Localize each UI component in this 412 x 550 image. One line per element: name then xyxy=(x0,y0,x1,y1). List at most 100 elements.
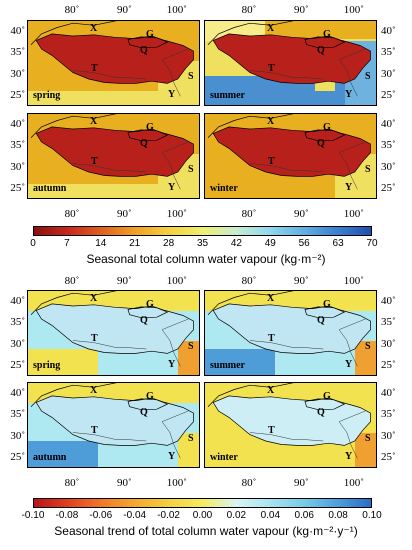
region-label-g: G xyxy=(323,391,331,402)
north-field xyxy=(28,21,199,39)
lat-tick-label: 25˚ xyxy=(10,182,25,195)
southwest-field xyxy=(205,349,275,375)
lon-tick-label: 80˚ xyxy=(64,208,80,220)
plateau-field xyxy=(212,126,371,177)
border-line xyxy=(30,114,117,138)
lat-tick-label: 30˚ xyxy=(381,337,396,350)
bottom-colorbar-tick: 0.02 xyxy=(226,510,247,521)
bottom-colorbar-tick: -0.06 xyxy=(89,510,113,521)
region-label-q: Q xyxy=(140,315,148,326)
lat-tick-label: 30˚ xyxy=(10,337,25,350)
region-label-t: T xyxy=(268,333,275,344)
map-field xyxy=(205,21,376,105)
region-label-t: T xyxy=(268,63,275,74)
lat-tick-label: 25˚ xyxy=(381,89,396,102)
river-line-1 xyxy=(338,59,358,97)
lat-tick-label: 35˚ xyxy=(10,316,25,329)
river-line-2 xyxy=(162,318,189,330)
lat-tick-label: 40˚ xyxy=(10,117,25,130)
lat-tick-label: 25˚ xyxy=(10,89,25,102)
top-colorbar-tick: 14 xyxy=(95,238,107,249)
river-line-0 xyxy=(249,432,324,442)
border-line xyxy=(207,291,294,315)
region-label-q: Q xyxy=(140,407,148,418)
river-line-0 xyxy=(72,340,147,350)
lat-tick-label: 30˚ xyxy=(10,160,25,173)
lat-tick-label: 40˚ xyxy=(381,386,396,399)
lon-tick-label: 80˚ xyxy=(241,208,257,220)
top-colorbar-tick: 70 xyxy=(366,238,378,249)
qaidam-basin-outline xyxy=(127,398,169,411)
north-field xyxy=(28,114,199,132)
top-colorbar-tick: 0 xyxy=(30,238,36,249)
river-line-2 xyxy=(339,318,366,330)
river-line-2 xyxy=(339,141,366,153)
lat-tick-label: 40˚ xyxy=(381,24,396,37)
qaidam-basin-outline xyxy=(304,398,346,411)
season-label: summer xyxy=(210,90,245,101)
lat-tick-label: 35˚ xyxy=(381,408,396,421)
region-label-y: Y xyxy=(168,182,176,193)
lon-tick-label: 100˚ xyxy=(166,4,187,16)
map-field xyxy=(28,383,199,467)
region-label-y: Y xyxy=(168,451,176,462)
bottom-colorbar-tick: 0.06 xyxy=(294,510,314,521)
region-label-g: G xyxy=(146,29,154,40)
bottom-colorbar xyxy=(33,498,372,508)
lon-tick-label: 90˚ xyxy=(294,275,309,287)
lat-tick-label: 25˚ xyxy=(381,182,396,195)
river-line-0 xyxy=(72,432,147,442)
season-label: spring xyxy=(33,90,61,101)
lon-tick-label: 100˚ xyxy=(343,477,364,489)
plateau-field xyxy=(212,395,371,446)
region-label-q: Q xyxy=(317,315,325,326)
qaidam-basin-outline xyxy=(304,306,346,319)
top-colorbar-tick: 21 xyxy=(129,238,141,249)
region-label-q: Q xyxy=(140,45,148,56)
season-label: spring xyxy=(33,360,61,371)
lat-tick-label: 30˚ xyxy=(10,429,25,442)
lon-tick-label: 80˚ xyxy=(64,4,80,16)
region-label-x: X xyxy=(90,23,98,34)
top-colorbar-tick: 35 xyxy=(196,238,209,249)
map-field xyxy=(205,383,376,467)
region-label-g: G xyxy=(323,122,331,133)
lat-tick-label: 40˚ xyxy=(10,24,25,37)
top-colorbar-tick: 56 xyxy=(298,238,310,249)
bottom-colorbar-title: Seasonal trend of total column water vap… xyxy=(54,524,358,538)
lon-tick-label: 80˚ xyxy=(241,4,257,16)
river-line-0 xyxy=(249,70,324,80)
lat-tick-label: 40˚ xyxy=(10,294,25,307)
plateau-field xyxy=(35,395,194,446)
lon-tick-label: 100˚ xyxy=(343,4,364,16)
region-label-y: Y xyxy=(345,451,353,462)
river-line-0 xyxy=(249,163,324,173)
border-line xyxy=(207,383,294,407)
north-field xyxy=(205,114,376,132)
southeast-field xyxy=(355,433,376,467)
river-line-0 xyxy=(72,70,147,80)
lat-tick-label: 35˚ xyxy=(381,139,396,152)
bottom-colorbar-tick: -0.08 xyxy=(55,510,79,521)
lon-tick-label: 90˚ xyxy=(117,477,132,489)
southwest-field xyxy=(28,349,98,375)
lon-tick-label: 90˚ xyxy=(117,208,132,220)
qaidam-basin-outline xyxy=(127,306,169,319)
river-line-1 xyxy=(161,59,181,97)
lat-tick-label: 30˚ xyxy=(10,67,25,80)
season-label: winter xyxy=(210,452,238,463)
river-line-0 xyxy=(72,163,147,173)
lon-tick-label: 100˚ xyxy=(166,275,187,287)
river-line-2 xyxy=(162,410,189,422)
lat-tick-label: 40˚ xyxy=(381,294,396,307)
region-label-g: G xyxy=(146,122,154,133)
region-label-y: Y xyxy=(345,89,353,100)
bottom-colorbar-tick: 0.08 xyxy=(328,510,348,521)
region-label-q: Q xyxy=(317,45,325,56)
qaidam-basin-outline xyxy=(304,129,346,142)
region-label-s: S xyxy=(365,433,371,444)
region-label-y: Y xyxy=(168,89,176,100)
